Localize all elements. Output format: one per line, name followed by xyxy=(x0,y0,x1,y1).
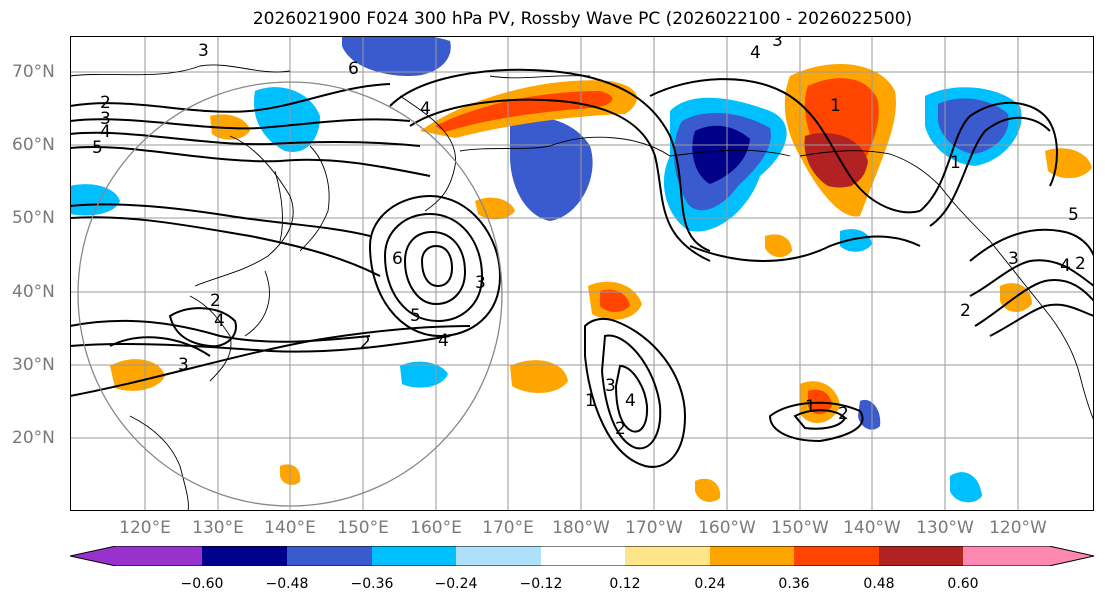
forecast-range-ring xyxy=(77,81,503,507)
colorbar-bin-7 xyxy=(625,546,710,566)
anomaly-neg-bering xyxy=(510,117,593,221)
colorbar-tick-1: −0.60 xyxy=(180,576,224,592)
colorbar-tick-3: −0.36 xyxy=(350,576,394,592)
contour-label-23: 1 xyxy=(805,397,816,417)
contour-label-30: 1 xyxy=(950,153,961,173)
lon-label-140e: 140°E xyxy=(264,518,316,538)
lat-label-30: 30°N xyxy=(12,355,55,375)
contour-label-19: 1 xyxy=(585,391,596,411)
contour-label-27: 4 xyxy=(1060,256,1071,276)
contour-label-26: 3 xyxy=(1008,249,1019,269)
map-frame xyxy=(70,36,1094,511)
lon-label-120w: 120°W xyxy=(989,518,1047,538)
contour-label-9: 3 xyxy=(772,36,783,51)
lon-label-140w: 140°W xyxy=(843,518,901,538)
lat-label-50: 50°N xyxy=(12,208,55,228)
contour-label-3: 4 xyxy=(100,122,111,142)
lon-label-180w: 180°W xyxy=(552,518,610,538)
colorbar-bin-9 xyxy=(794,546,879,566)
negative-anomaly-areas xyxy=(70,36,1022,503)
contour-label-25: 2 xyxy=(960,301,971,321)
anomaly-neg-small-2 xyxy=(840,229,872,252)
contour-label-4: 5 xyxy=(92,138,103,158)
contour-label-12: 3 xyxy=(178,355,189,375)
lat-label-60: 60°N xyxy=(12,135,55,155)
anomaly-pos-japan xyxy=(110,359,165,391)
contour-label-11: 2 xyxy=(210,291,221,311)
colorbar-extend-max xyxy=(1049,546,1094,566)
pv-contours xyxy=(70,68,1094,468)
lon-label-170e: 170°E xyxy=(482,518,534,538)
contour-label-7: 3 xyxy=(198,41,209,61)
colorbar-bin-6 xyxy=(541,546,625,566)
lat-label-40: 40°N xyxy=(12,282,55,302)
colorbar-tick-8: 0.36 xyxy=(778,576,810,592)
lon-label-170w: 170°W xyxy=(625,518,683,538)
contour-label-8: 4 xyxy=(750,43,761,63)
anomaly-neg-small-4 xyxy=(858,399,881,430)
contour-label-1: 2 xyxy=(100,93,111,113)
lon-label-130w: 130°W xyxy=(916,518,974,538)
anomaly-pos-small-6 xyxy=(695,478,721,502)
colorbar-tick-9: 0.48 xyxy=(863,576,895,592)
colorbar-bin-8 xyxy=(710,546,794,566)
colorbar xyxy=(70,546,1095,566)
contour-label-13: 4 xyxy=(438,331,449,351)
contour-label-18: 6 xyxy=(392,249,403,269)
colorbar-tick-2: −0.48 xyxy=(265,576,309,592)
anomaly-neg-west xyxy=(70,184,120,216)
colorbar-tick-6: 0.12 xyxy=(609,576,641,592)
lon-label-130e: 130°E xyxy=(192,518,244,538)
lon-label-150e: 150°E xyxy=(337,518,389,538)
colorbar-tick-4: −0.24 xyxy=(434,576,478,592)
anomaly-neg-small-3 xyxy=(950,472,982,503)
contour-label-24: 2 xyxy=(838,404,849,424)
colorbar-bin-1 xyxy=(116,546,202,566)
contour-label-21: 2 xyxy=(615,419,626,439)
lat-label-20: 20°N xyxy=(12,428,55,448)
anomaly-neg-north xyxy=(342,36,451,76)
colorbar-tick-10: 0.60 xyxy=(947,576,979,592)
lat-label-70: 70°N xyxy=(12,62,55,82)
contour-label-5: 6 xyxy=(348,59,359,79)
anomaly-neg-siberia xyxy=(254,87,320,152)
lon-label-120e: 120°E xyxy=(119,518,171,538)
colorbar-outline xyxy=(70,546,1095,566)
anomaly-pos-midpacific-1-core xyxy=(600,289,630,312)
contour-label-10: 1 xyxy=(830,96,841,116)
lon-label-160e: 160°E xyxy=(410,518,462,538)
anomaly-pos-small-4 xyxy=(1045,148,1092,179)
positive-anomaly-areas xyxy=(110,64,1092,502)
coastlines xyxy=(70,64,1094,511)
chart-title: 2026021900 F024 300 hPa PV, Rossby Wave … xyxy=(252,9,913,29)
contour-label-28: 5 xyxy=(1068,205,1079,225)
colorbar-bin-11 xyxy=(963,546,1049,566)
colorbar-bin-4 xyxy=(372,546,456,566)
lon-label-160w: 160°W xyxy=(698,518,756,538)
anomaly-neg-aleutian-max xyxy=(692,125,750,184)
contour-label-20: 3 xyxy=(605,376,616,396)
colorbar-bin-5 xyxy=(456,546,541,566)
contour-label-29: 2 xyxy=(1075,254,1086,274)
anomaly-pos-small-2 xyxy=(510,360,568,393)
contour-label-22: 4 xyxy=(625,391,636,411)
colorbar-tick-5: −0.12 xyxy=(519,576,563,592)
colorbar-tick-7: 0.24 xyxy=(694,576,726,592)
lon-label-150w: 150°W xyxy=(771,518,829,538)
contour-label-14: 5 xyxy=(410,306,421,326)
contour-label-2: 3 xyxy=(100,109,111,129)
anomaly-pos-gulf-max xyxy=(804,133,868,188)
contour-label-6: 4 xyxy=(420,99,431,119)
anomaly-pos-small-1 xyxy=(475,197,515,220)
anomaly-pos-small-8 xyxy=(765,234,792,258)
contour-label-16: 2 xyxy=(360,333,371,353)
colorbar-extend-min xyxy=(70,546,116,566)
map-panel: 2 3 4 5 6 4 3 4 3 1 2 3 4 5 3 2 4 6 1 3 … xyxy=(70,36,1094,511)
contour-labels: 2 3 4 5 6 4 3 4 3 1 2 3 4 5 3 2 4 6 1 3 … xyxy=(92,36,1086,439)
colorbar-bin-2 xyxy=(202,546,287,566)
contour-label-15: 3 xyxy=(475,273,486,293)
colorbar-bin-3 xyxy=(287,546,372,566)
contour-label-17: 4 xyxy=(214,311,225,331)
colorbar-bin-10 xyxy=(879,546,963,566)
